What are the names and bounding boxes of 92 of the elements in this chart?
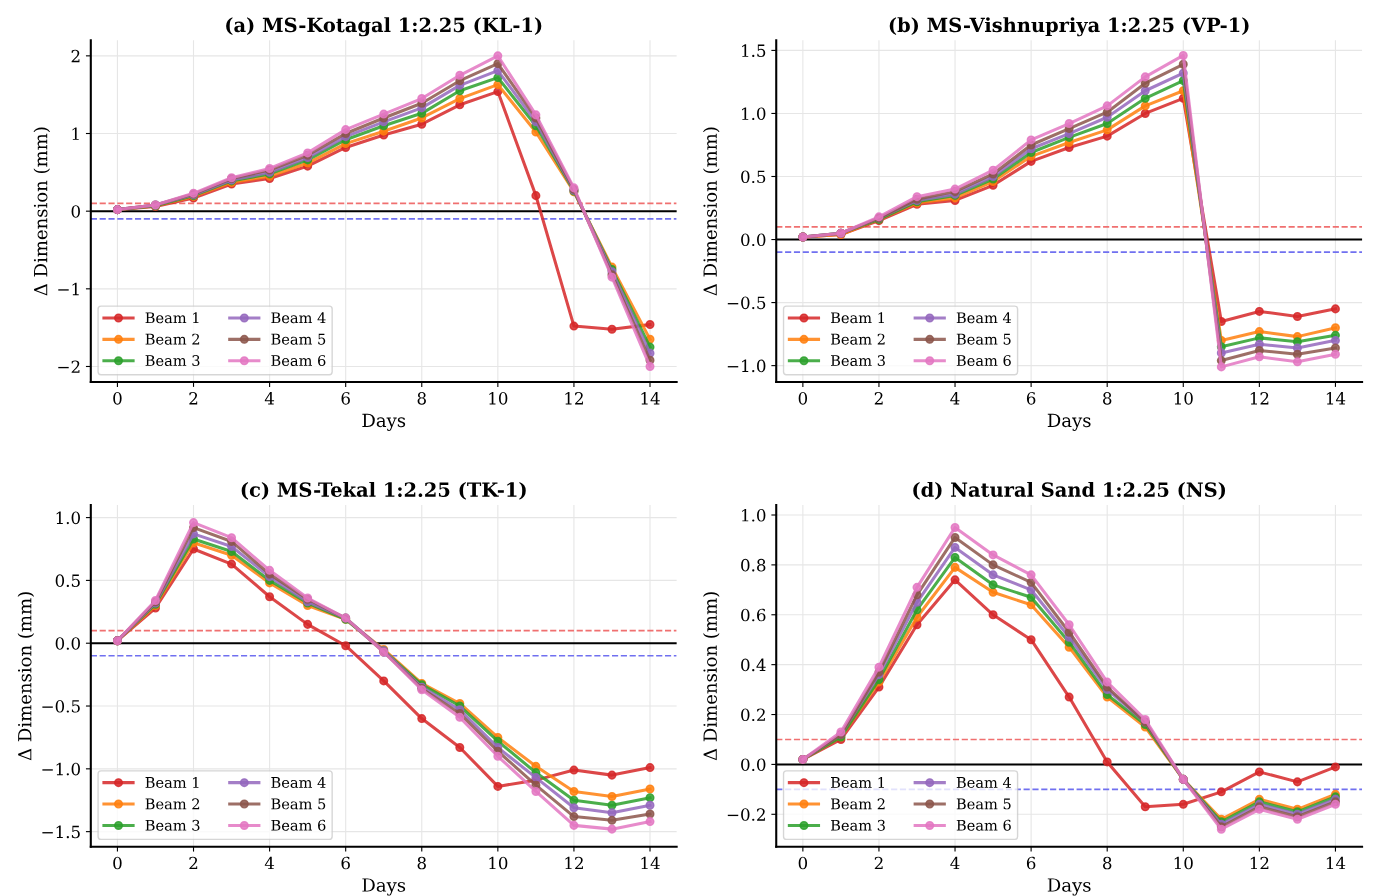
- y-tick-label: 1.5: [742, 44, 766, 57]
- legend-label: Beam 3: [831, 819, 885, 831]
- x-tick-label: 0: [113, 856, 122, 870]
- legend-label: Beam 4: [956, 776, 1012, 788]
- x-tick-label: 6: [341, 392, 350, 405]
- x-tick-label: 14: [1326, 856, 1346, 870]
- x-tick-label: 2: [189, 392, 198, 405]
- legend-label: Beam 2: [145, 333, 200, 345]
- legend-label: Beam 6: [956, 819, 1011, 831]
- y-tick-label: −0.5: [727, 296, 766, 310]
- y-axis-title: Δ Dimension (mm): [17, 592, 35, 761]
- x-tick-label: 14: [641, 392, 660, 405]
- legend-label: Beam 2: [831, 333, 885, 345]
- chart-title: (b) MS-Vishnupriya 1:2.25 (VP-1): [889, 17, 1249, 37]
- chart-title: (d) Natural Sand 1:2.25 (NS): [913, 481, 1226, 500]
- x-tick-label: 4: [950, 392, 960, 405]
- x-tick-label: 12: [565, 856, 583, 870]
- x-tick-label: 12: [1250, 392, 1269, 405]
- y-tick-label: −1: [58, 282, 79, 296]
- legend-label: Beam 2: [145, 798, 200, 810]
- legend-label: Beam 6: [271, 819, 326, 831]
- chart-title: (c) MS-Tekal 1:2.25 (TK-1): [241, 481, 526, 500]
- y-tick-label: 0.2: [741, 708, 765, 722]
- y-tick-label: 0.4: [741, 658, 766, 672]
- x-tick-label: 14: [641, 856, 660, 870]
- legend-label: Beam 4: [956, 312, 1012, 324]
- y-tick-label: 0.6: [741, 608, 766, 622]
- x-tick-label: 12: [1250, 856, 1269, 870]
- x-tick-label: 2: [874, 392, 883, 405]
- x-tick-label: 0: [798, 856, 808, 870]
- x-tick-label: 12: [565, 392, 583, 405]
- y-tick-label: 1.0: [742, 508, 766, 522]
- y-tick-label: 1.0: [56, 511, 80, 525]
- x-axis-title: Days: [362, 413, 406, 431]
- x-tick-label: 2: [874, 856, 883, 870]
- legend-label: Beam 4: [271, 312, 326, 324]
- y-tick-label: 0.0: [741, 758, 766, 771]
- x-tick-label: 2: [189, 856, 198, 870]
- legend-label: Beam 3: [145, 819, 200, 831]
- y-tick-label: −0.5: [42, 699, 80, 713]
- y-axis-title: Δ Dimension (mm): [33, 127, 51, 296]
- x-axis-title: Days: [362, 878, 406, 896]
- chart-title: (a) MS-Kotagal 1:2.25 (KL-1): [226, 17, 542, 37]
- y-tick-label: −0.2: [727, 808, 765, 821]
- legend-label: Beam 4: [271, 776, 326, 788]
- y-tick-label: 0.0: [55, 637, 80, 650]
- y-tick-label: −1.0: [42, 762, 80, 776]
- y-tick-label: 1.0: [742, 107, 766, 121]
- x-tick-label: 10: [1174, 856, 1193, 870]
- y-tick-label: 0.0: [741, 233, 766, 247]
- legend-label: Beam 5: [956, 333, 1011, 345]
- legend-label: Beam 1: [831, 776, 884, 788]
- x-axis-title: Days: [1047, 413, 1091, 431]
- legend-label: Beam 1: [145, 776, 199, 788]
- y-tick-label: −1.0: [727, 359, 766, 373]
- x-tick-label: 10: [489, 392, 508, 405]
- y-axis-title: Δ Dimension (mm): [703, 592, 720, 761]
- x-tick-label: 8: [1103, 856, 1112, 870]
- y-tick-label: 0.8: [741, 558, 766, 572]
- x-tick-label: 10: [489, 856, 508, 870]
- x-tick-label: 8: [417, 856, 426, 870]
- y-tick-label: 1: [72, 127, 79, 140]
- legend-label: Beam 6: [271, 355, 326, 367]
- y-tick-label: 0.5: [741, 170, 766, 184]
- y-axis-title: Δ Dimension (mm): [703, 127, 720, 296]
- legend-label: Beam 5: [956, 798, 1011, 810]
- y-tick-label: 2: [71, 49, 80, 63]
- x-tick-label: 14: [1326, 392, 1346, 405]
- x-tick-label: 10: [1174, 392, 1193, 405]
- x-tick-label: 0: [798, 392, 808, 405]
- legend-label: Beam 2: [831, 798, 885, 810]
- x-tick-label: 0: [113, 392, 122, 405]
- x-tick-label: 4: [264, 392, 275, 405]
- x-tick-label: 4: [264, 856, 275, 870]
- x-axis-title: Days: [1047, 878, 1091, 896]
- legend-label: Beam 5: [271, 333, 326, 345]
- x-tick-label: 8: [417, 392, 426, 405]
- x-tick-label: 6: [1026, 856, 1036, 870]
- x-tick-label: 4: [950, 856, 960, 870]
- x-tick-label: 6: [341, 856, 350, 870]
- y-tick-label: −2: [58, 360, 80, 373]
- y-tick-label: 0.5: [55, 574, 80, 587]
- legend-label: Beam 1: [145, 312, 199, 324]
- legend-label: Beam 3: [831, 355, 885, 367]
- legend-label: Beam 3: [145, 355, 200, 367]
- x-tick-label: 8: [1103, 392, 1112, 405]
- legend-label: Beam 6: [956, 355, 1011, 367]
- legend-label: Beam 1: [831, 312, 884, 324]
- y-tick-label: −1.5: [42, 825, 80, 839]
- y-tick-label: 0: [71, 205, 80, 218]
- legend-label: Beam 5: [271, 798, 326, 810]
- x-tick-label: 6: [1026, 392, 1036, 405]
